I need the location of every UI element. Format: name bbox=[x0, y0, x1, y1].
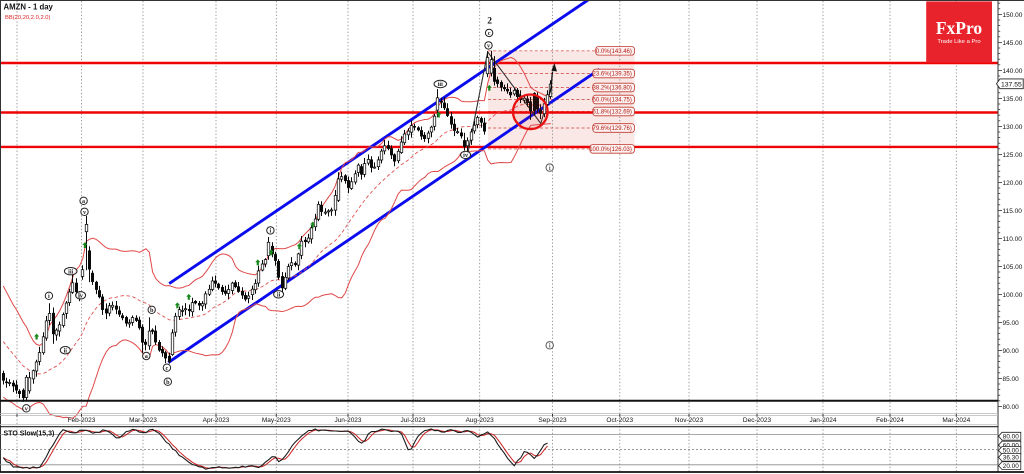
svg-text:Aug-2023: Aug-2023 bbox=[466, 417, 495, 424]
svg-text:Sep-2023: Sep-2023 bbox=[538, 417, 567, 424]
svg-text:105.00: 105.00 bbox=[1003, 264, 1023, 271]
svg-text:Nov-2023: Nov-2023 bbox=[675, 417, 704, 424]
svg-text:Apr-2023: Apr-2023 bbox=[203, 417, 230, 424]
svg-text:i: i bbox=[549, 343, 551, 350]
svg-text:0.0%(143.46): 0.0%(143.46) bbox=[596, 49, 632, 55]
svg-text:115.00: 115.00 bbox=[1003, 208, 1023, 215]
svg-text:38.2%(136.80): 38.2%(136.80) bbox=[593, 86, 632, 92]
svg-text:iv: iv bbox=[78, 293, 84, 300]
svg-text:AMZN - 1 day: AMZN - 1 day bbox=[4, 3, 54, 12]
svg-text:STO Slow(15,3): STO Slow(15,3) bbox=[4, 431, 55, 438]
svg-text:Feb-2024: Feb-2024 bbox=[876, 417, 904, 424]
svg-text:36.30: 36.30 bbox=[1003, 455, 1019, 462]
svg-text:95.00: 95.00 bbox=[1003, 320, 1020, 327]
svg-text:Mar-2023: Mar-2023 bbox=[129, 417, 157, 424]
svg-text:i: i bbox=[270, 228, 272, 235]
svg-text:iii: iii bbox=[438, 81, 443, 88]
svg-text:a: a bbox=[82, 198, 85, 205]
svg-text:Dec-2023: Dec-2023 bbox=[743, 417, 772, 424]
svg-text:c: c bbox=[166, 365, 169, 372]
svg-text:80.00: 80.00 bbox=[1003, 434, 1019, 441]
svg-text:120.00: 120.00 bbox=[1003, 180, 1023, 187]
svg-text:Jun-2023: Jun-2023 bbox=[334, 417, 361, 424]
svg-text:May-2023: May-2023 bbox=[262, 417, 291, 424]
svg-text:ii: ii bbox=[277, 292, 281, 299]
svg-text:Jan-2024: Jan-2024 bbox=[809, 417, 836, 424]
svg-text:140.00: 140.00 bbox=[1003, 68, 1023, 75]
svg-text:a: a bbox=[145, 353, 148, 360]
svg-text:110.00: 110.00 bbox=[1003, 236, 1023, 243]
svg-text:135.00: 135.00 bbox=[1003, 96, 1023, 103]
svg-text:145.00: 145.00 bbox=[1003, 40, 1023, 47]
svg-text:Oct-2023: Oct-2023 bbox=[606, 417, 633, 424]
svg-text:50.00: 50.00 bbox=[1003, 448, 1019, 455]
svg-text:90.00: 90.00 bbox=[1003, 348, 1020, 355]
svg-text:23.6%(139.35): 23.6%(139.35) bbox=[593, 72, 632, 78]
svg-text:b: b bbox=[150, 307, 154, 314]
svg-text:130.00: 130.00 bbox=[1003, 124, 1023, 131]
svg-text:61.8%(132.69): 61.8%(132.69) bbox=[593, 110, 632, 116]
svg-text:v: v bbox=[83, 209, 87, 216]
svg-text:ii: ii bbox=[64, 347, 68, 354]
svg-text:Trade Like a Pro: Trade Like a Pro bbox=[937, 39, 981, 45]
svg-text:80.00: 80.00 bbox=[1003, 404, 1020, 411]
svg-text:i: i bbox=[48, 293, 50, 300]
svg-text:Mar-2024: Mar-2024 bbox=[942, 417, 970, 424]
svg-text:FxPro: FxPro bbox=[936, 18, 983, 38]
svg-text:iv: iv bbox=[463, 152, 469, 159]
svg-text:85.00: 85.00 bbox=[1003, 376, 1020, 383]
svg-text:b: b bbox=[166, 379, 170, 386]
svg-text:c: c bbox=[488, 30, 491, 37]
svg-text:20.00: 20.00 bbox=[1003, 463, 1019, 470]
svg-text:i: i bbox=[549, 165, 551, 172]
svg-text:BB(20,20,2.0,2.0): BB(20,20,2.0,2.0) bbox=[5, 15, 51, 21]
svg-text:Feb-2023: Feb-2023 bbox=[68, 417, 96, 424]
svg-text:100.00: 100.00 bbox=[1003, 292, 1023, 299]
svg-text:Jul-2023: Jul-2023 bbox=[401, 417, 426, 424]
svg-text:150.00: 150.00 bbox=[1003, 12, 1023, 19]
svg-text:100.0%(126.03): 100.0%(126.03) bbox=[589, 147, 632, 153]
svg-text:2: 2 bbox=[487, 17, 492, 27]
svg-text:79.6%(129.76): 79.6%(129.76) bbox=[593, 126, 632, 132]
svg-text:50.0%(134.75): 50.0%(134.75) bbox=[593, 98, 632, 104]
svg-text:60.00: 60.00 bbox=[1003, 442, 1019, 449]
svg-text:v: v bbox=[487, 43, 491, 50]
svg-text:137.55: 137.55 bbox=[1001, 81, 1022, 88]
svg-text:125.00: 125.00 bbox=[1003, 152, 1023, 159]
svg-text:v: v bbox=[25, 406, 29, 413]
svg-text:iii: iii bbox=[68, 268, 73, 275]
